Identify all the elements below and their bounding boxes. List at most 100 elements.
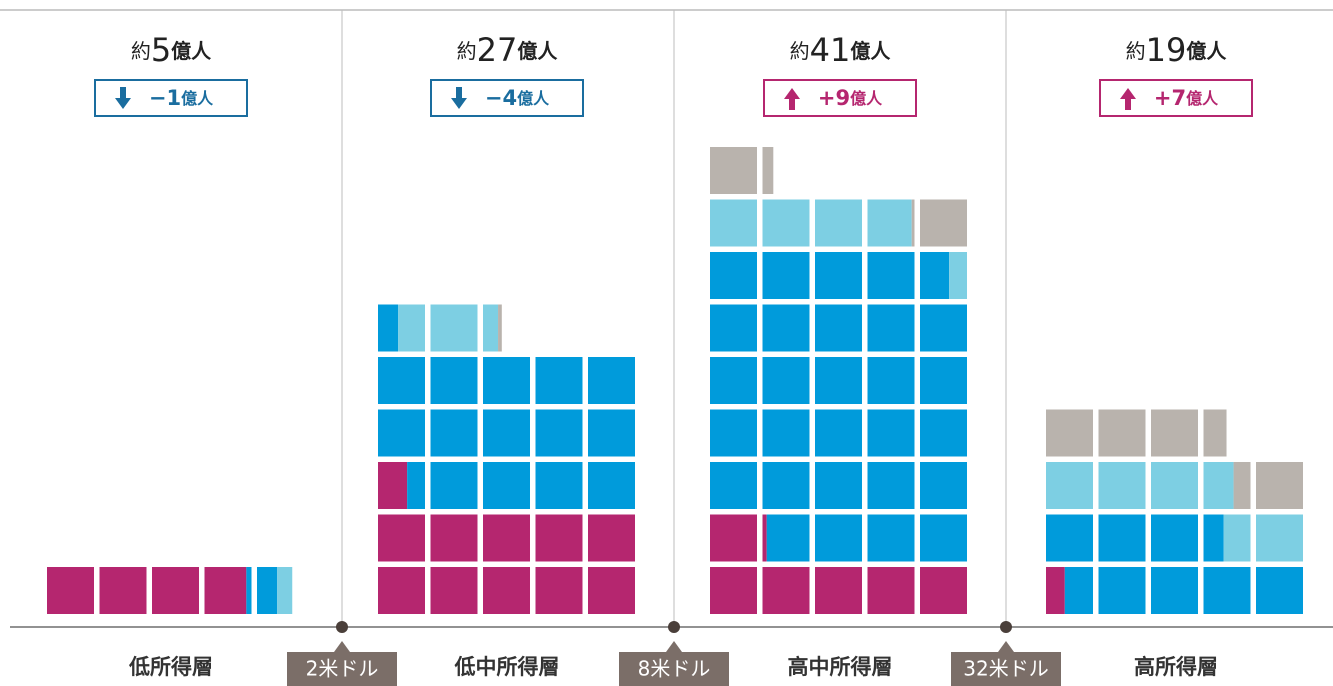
unit-block xyxy=(911,199,915,247)
unit-block xyxy=(1046,567,1065,614)
unit-block xyxy=(483,567,530,614)
unit-block xyxy=(815,304,862,352)
unit-block xyxy=(535,462,583,509)
total-label: 約5億人 xyxy=(131,31,212,69)
unit-block xyxy=(277,567,293,614)
unit-block xyxy=(867,409,915,457)
unit-block xyxy=(588,514,635,562)
unit-block xyxy=(766,514,810,562)
unit-block xyxy=(815,462,862,509)
threshold-box xyxy=(951,652,1061,686)
unit-block xyxy=(483,357,530,404)
unit-block xyxy=(47,567,94,614)
threshold-box xyxy=(287,652,397,686)
unit-block xyxy=(1046,514,1093,562)
unit-block xyxy=(710,304,757,352)
unit-block xyxy=(815,252,862,299)
unit-block xyxy=(1098,462,1146,509)
total-value: 41 xyxy=(810,31,851,69)
change-box xyxy=(430,79,584,117)
unit-block xyxy=(430,514,478,562)
change-value: +9 xyxy=(818,86,850,110)
unit-block xyxy=(867,567,915,614)
total-label: 約41億人 xyxy=(790,31,892,69)
unit-block xyxy=(535,409,583,457)
total-prefix: 約 xyxy=(457,39,477,63)
unit-block xyxy=(378,462,408,509)
unit-block xyxy=(1151,409,1198,457)
change-unit: 億人 xyxy=(181,89,214,108)
unit-block xyxy=(1098,409,1146,457)
unit-block xyxy=(1046,409,1093,457)
unit-block xyxy=(762,462,810,509)
unit-block xyxy=(1098,567,1146,614)
unit-block xyxy=(378,567,425,614)
total-unit: 億人 xyxy=(171,39,212,63)
total-label: 約27億人 xyxy=(457,31,559,69)
unit-block xyxy=(378,304,399,352)
total-unit: 億人 xyxy=(850,39,891,63)
threshold-pointer xyxy=(998,641,1014,652)
total-unit: 億人 xyxy=(517,39,558,63)
group-label: 低所得層 xyxy=(128,655,213,679)
unit-block xyxy=(920,514,967,562)
total-unit: 億人 xyxy=(1186,39,1227,63)
unit-block xyxy=(483,514,530,562)
unit-block xyxy=(430,462,478,509)
unit-block xyxy=(535,567,583,614)
unit-block xyxy=(1151,567,1198,614)
unit-block xyxy=(483,462,530,509)
threshold-label: 2米ドル xyxy=(306,657,379,681)
unit-block xyxy=(710,252,757,299)
unit-block xyxy=(815,514,862,562)
total-value: 5 xyxy=(151,31,171,69)
unit-block xyxy=(1098,514,1146,562)
threshold-label: 8米ドル xyxy=(638,657,711,681)
unit-block xyxy=(1256,567,1303,614)
unit-block xyxy=(1064,567,1093,614)
unit-block xyxy=(710,357,757,404)
unit-block xyxy=(1151,514,1198,562)
unit-block xyxy=(1233,462,1251,509)
unit-block xyxy=(762,567,810,614)
unit-block xyxy=(762,357,810,404)
unit-block xyxy=(920,304,967,352)
threshold-pointer xyxy=(334,641,350,652)
unit-block xyxy=(535,357,583,404)
unit-block xyxy=(246,567,252,614)
unit-block xyxy=(1203,409,1227,457)
unit-block xyxy=(1203,514,1224,562)
threshold-dot xyxy=(668,621,680,633)
total-value: 19 xyxy=(1146,31,1187,69)
unit-block xyxy=(378,514,425,562)
total-prefix: 約 xyxy=(790,39,810,63)
unit-block xyxy=(762,304,810,352)
unit-block xyxy=(1203,567,1251,614)
unit-block xyxy=(867,462,915,509)
threshold-dot xyxy=(336,621,348,633)
unit-block xyxy=(1151,462,1198,509)
change-value: +7 xyxy=(1154,86,1186,110)
unit-block xyxy=(762,252,810,299)
change-arrow xyxy=(115,87,131,109)
unit-block xyxy=(949,252,967,299)
unit-block xyxy=(483,409,530,457)
change-unit: 億人 xyxy=(517,89,550,108)
unit-block xyxy=(398,304,425,352)
change-unit: 億人 xyxy=(1186,89,1219,108)
unit-block xyxy=(762,409,810,457)
unit-block xyxy=(710,409,757,457)
unit-block xyxy=(1256,462,1303,509)
change-arrow xyxy=(451,87,467,109)
unit-block xyxy=(378,409,425,457)
unit-block xyxy=(588,567,635,614)
total-value: 27 xyxy=(477,31,518,69)
unit-block xyxy=(815,409,862,457)
unit-block xyxy=(710,462,757,509)
unit-block xyxy=(378,357,425,404)
unit-block xyxy=(815,357,862,404)
group-label: 高所得層 xyxy=(1134,655,1218,679)
threshold-box xyxy=(619,652,729,686)
